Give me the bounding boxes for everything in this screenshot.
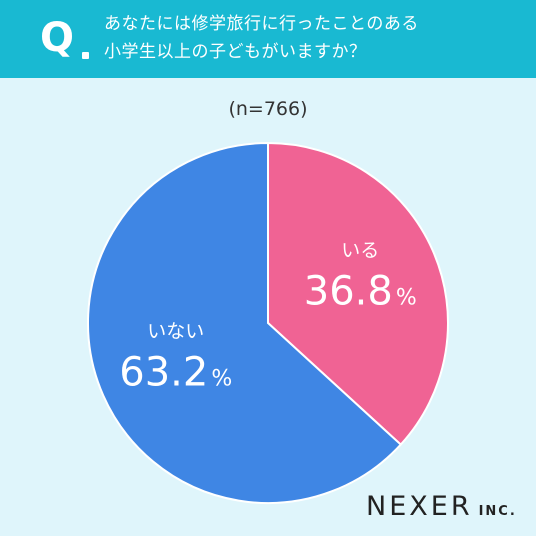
logo-suffix: INC. [478,504,517,519]
question-header: Q あなたには修学旅行に行ったことのある 小学生以上の子どもがいますか？ [0,0,536,78]
slice-label-0: いる [341,239,379,261]
sample-size-label: (n=766) [228,98,308,120]
slice-label-1: いない [147,321,204,343]
pie-slice-1 [87,141,403,504]
slice-value-1: 63.2% [119,350,232,396]
question-line-1: あなたには修学旅行に行ったことのある [104,14,419,34]
question-mark-dot [82,52,89,59]
question-line-2: 小学生以上の子どもがいますか？ [104,42,367,62]
question-text: あなたには修学旅行に行ったことのある 小学生以上の子どもがいますか？ [104,10,524,66]
nexer-logo: NEXER INC. [366,491,517,522]
question-mark: Q [40,15,75,61]
logo-name: NEXER [366,491,473,522]
slice-value-0: 36.8% [304,268,417,314]
pie-slice-0 [267,141,449,446]
